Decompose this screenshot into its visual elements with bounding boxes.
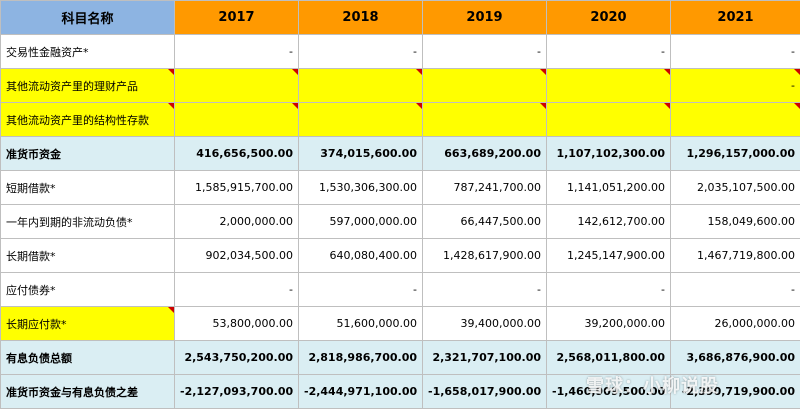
- table-row: 其他流动资产里的结构性存款: [1, 103, 800, 137]
- cell-value: 66,447,500.00: [423, 205, 547, 239]
- row-label: 一年内到期的非流动负债*: [1, 205, 175, 239]
- cell-value: 3,686,876,900.00: [671, 341, 800, 375]
- table-row: 准货币资金 416,656,500.00 374,015,600.00 663,…: [1, 137, 800, 171]
- cell-value: -: [299, 35, 423, 69]
- cell-value: 142,612,700.00: [547, 205, 671, 239]
- row-label: 应付债券*: [1, 273, 175, 307]
- cell-value: 2,321,707,100.00: [423, 341, 547, 375]
- cell-value: [299, 69, 423, 103]
- table-row: 交易性金融资产* - - - - -: [1, 35, 800, 69]
- cell-value: 39,400,000.00: [423, 307, 547, 341]
- cell-value: -: [547, 35, 671, 69]
- cell-value: [547, 103, 671, 137]
- cell-value: [423, 103, 547, 137]
- cell-value: 2,818,986,700.00: [299, 341, 423, 375]
- cell-value: 787,241,700.00: [423, 171, 547, 205]
- watermark-text: 雪球：小柳说股: [586, 372, 719, 398]
- cell-value: [175, 69, 299, 103]
- cell-value: 663,689,200.00: [423, 137, 547, 171]
- row-label: 准货币资金与有息负债之差: [1, 375, 175, 409]
- cell-value: 2,000,000.00: [175, 205, 299, 239]
- row-label: 长期应付款*: [1, 307, 175, 341]
- financial-table: 科目名称 2017 2018 2019 2020 2021 交易性金融资产* -…: [0, 0, 800, 409]
- header-year-2019: 2019: [423, 1, 547, 35]
- cell-value: 26,000,000.00: [671, 307, 800, 341]
- header-year-2021: 2021: [671, 1, 800, 35]
- cell-value: -: [423, 35, 547, 69]
- header-row: 科目名称 2017 2018 2019 2020 2021: [1, 1, 800, 35]
- row-label: 交易性金融资产*: [1, 35, 175, 69]
- cell-value: 39,200,000.00: [547, 307, 671, 341]
- cell-value: 640,080,400.00: [299, 239, 423, 273]
- cell-value: 51,600,000.00: [299, 307, 423, 341]
- cell-value: 1,585,915,700.00: [175, 171, 299, 205]
- cell-value: 1,428,617,900.00: [423, 239, 547, 273]
- row-label: 短期借款*: [1, 171, 175, 205]
- cell-value: 1,107,102,300.00: [547, 137, 671, 171]
- cell-value: 1,467,719,800.00: [671, 239, 800, 273]
- cell-value: [423, 69, 547, 103]
- cell-value: -1,658,017,900.00: [423, 375, 547, 409]
- row-label: 其他流动资产里的理财产品: [1, 69, 175, 103]
- cell-value: 53,800,000.00: [175, 307, 299, 341]
- cell-value: -: [671, 273, 800, 307]
- table-row: 长期借款* 902,034,500.00 640,080,400.00 1,42…: [1, 239, 800, 273]
- header-year-2017: 2017: [175, 1, 299, 35]
- row-label: 有息负债总额: [1, 341, 175, 375]
- cell-value: 597,000,000.00: [299, 205, 423, 239]
- cell-value: -: [671, 35, 800, 69]
- cell-value: 1,530,306,300.00: [299, 171, 423, 205]
- cell-value: [299, 103, 423, 137]
- table-row: 长期应付款* 53,800,000.00 51,600,000.00 39,40…: [1, 307, 800, 341]
- cell-value: -: [547, 273, 671, 307]
- cell-value: -: [299, 273, 423, 307]
- row-label: 其他流动资产里的结构性存款: [1, 103, 175, 137]
- row-label: 准货币资金: [1, 137, 175, 171]
- cell-value: -: [175, 35, 299, 69]
- cell-value: [547, 69, 671, 103]
- header-item-name: 科目名称: [1, 1, 175, 35]
- cell-value: 1,141,051,200.00: [547, 171, 671, 205]
- cell-value: 2,035,107,500.00: [671, 171, 800, 205]
- header-year-2018: 2018: [299, 1, 423, 35]
- cell-value: 2,568,011,800.00: [547, 341, 671, 375]
- cell-value: 416,656,500.00: [175, 137, 299, 171]
- cell-value: -: [671, 69, 800, 103]
- cell-value: 1,296,157,000.00: [671, 137, 800, 171]
- row-label: 长期借款*: [1, 239, 175, 273]
- table-row: 有息负债总额 2,543,750,200.00 2,818,986,700.00…: [1, 341, 800, 375]
- cell-value: -: [423, 273, 547, 307]
- cell-value: 2,543,750,200.00: [175, 341, 299, 375]
- table-row: 短期借款* 1,585,915,700.00 1,530,306,300.00 …: [1, 171, 800, 205]
- table-row: 一年内到期的非流动负债* 2,000,000.00 597,000,000.00…: [1, 205, 800, 239]
- cell-value: 158,049,600.00: [671, 205, 800, 239]
- cell-value: 374,015,600.00: [299, 137, 423, 171]
- table-row: 应付债券* - - - - -: [1, 273, 800, 307]
- cell-value: [671, 103, 800, 137]
- table-row: 其他流动资产里的理财产品 -: [1, 69, 800, 103]
- cell-value: -2,127,093,700.00: [175, 375, 299, 409]
- cell-value: -: [175, 273, 299, 307]
- cell-value: 1,245,147,900.00: [547, 239, 671, 273]
- header-year-2020: 2020: [547, 1, 671, 35]
- cell-value: -2,444,971,100.00: [299, 375, 423, 409]
- cell-value: [175, 103, 299, 137]
- cell-value: 902,034,500.00: [175, 239, 299, 273]
